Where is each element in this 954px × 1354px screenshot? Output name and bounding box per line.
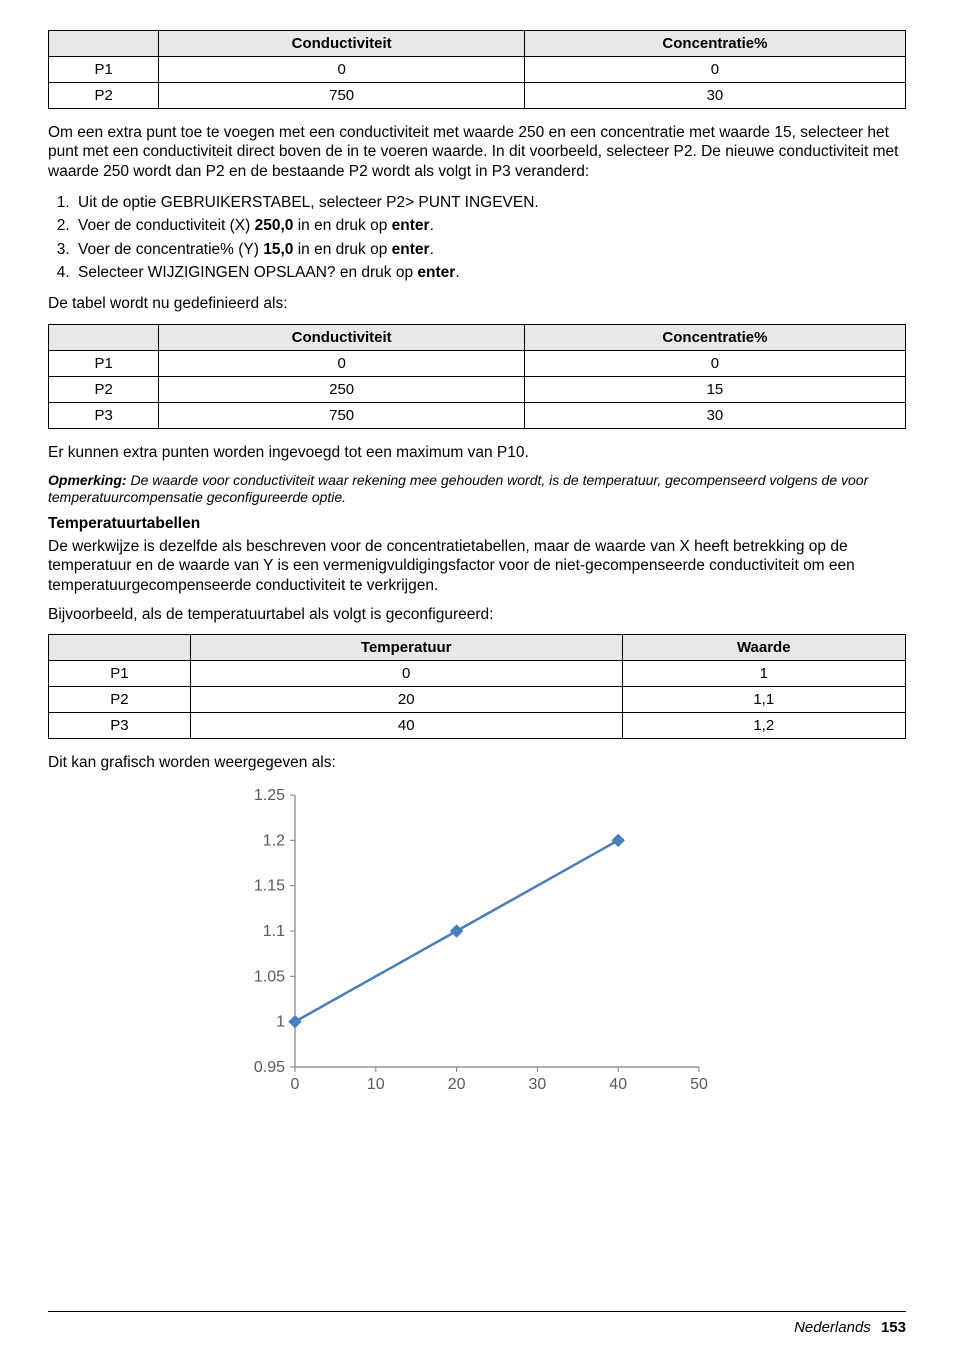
svg-text:20: 20: [448, 1076, 466, 1093]
conductivity-table-2: Conductiviteit Concentratie% P1 0 0 P2 2…: [48, 324, 906, 429]
table-row: P2 750 30: [49, 83, 906, 109]
footer-language: Nederlands: [794, 1319, 871, 1336]
step-2: Voer de conductiviteit (X) 250,0 in en d…: [74, 214, 906, 237]
svg-text:1.25: 1.25: [254, 787, 285, 804]
svg-text:1: 1: [276, 1013, 285, 1030]
footer-rule: [48, 1311, 906, 1312]
svg-text:0.95: 0.95: [254, 1059, 285, 1076]
chart-intro: Dit kan grafisch worden weergegeven als:: [48, 753, 906, 772]
max-points-note: Er kunnen extra punten worden ingevoegd …: [48, 443, 906, 462]
temperature-paragraph-2: Bijvoorbeeld, als de temperatuurtabel al…: [48, 605, 906, 624]
svg-text:50: 50: [690, 1076, 708, 1093]
intro-paragraph: Om een extra punt toe te voegen met een …: [48, 123, 906, 181]
step-1: Uit de optie GEBRUIKERSTABEL, selecteer …: [74, 191, 906, 214]
table-row: P3 40 1,2: [49, 713, 906, 739]
note-paragraph: Opmerking: De waarde voor conductiviteit…: [48, 472, 906, 507]
temperature-table: Temperatuur Waarde P1 0 1 P2 20 1,1 P3 4…: [48, 634, 906, 739]
table-row: P1 0 0: [49, 57, 906, 83]
temperature-paragraph-1: De werkwijze is dezelfde als beschreven …: [48, 537, 906, 595]
table-row: P1 0 0: [49, 350, 906, 376]
svg-text:0: 0: [291, 1076, 300, 1093]
svg-text:10: 10: [367, 1076, 385, 1093]
conductivity-table-1: Conductiviteit Concentratie% P1 0 0 P2 7…: [48, 30, 906, 109]
step-4: Selecteer WIJZIGINGEN OPSLAAN? en druk o…: [74, 261, 906, 284]
svg-text:1.15: 1.15: [254, 877, 285, 894]
svg-text:1.2: 1.2: [263, 832, 285, 849]
t1-h2: Concentratie%: [524, 31, 905, 57]
temperature-tables-heading: Temperatuurtabellen: [48, 515, 906, 533]
table-row: P3 750 30: [49, 402, 906, 428]
footer-page-number: 153: [881, 1319, 906, 1336]
t1-h1: Conductiviteit: [159, 31, 524, 57]
svg-text:40: 40: [609, 1076, 627, 1093]
t1-h0: [49, 31, 159, 57]
temperature-line-chart: 0.95 1 1.05 1.1 1.15 1.2 1.25 0 10 20 30 40 50: [237, 783, 717, 1103]
svg-text:1.1: 1.1: [263, 923, 285, 940]
steps-list: Uit de optie GEBRUIKERSTABEL, selecteer …: [48, 191, 906, 284]
table-row: P2 20 1,1: [49, 687, 906, 713]
svg-text:1.05: 1.05: [254, 968, 285, 985]
page-footer: Nederlands 153: [794, 1319, 906, 1336]
step-3: Voer de concentratie% (Y) 15,0 in en dru…: [74, 238, 906, 261]
svg-text:30: 30: [529, 1076, 547, 1093]
table-redefined-label: De tabel wordt nu gedefinieerd als:: [48, 294, 906, 313]
table-row: P1 0 1: [49, 661, 906, 687]
table-row: P2 250 15: [49, 376, 906, 402]
